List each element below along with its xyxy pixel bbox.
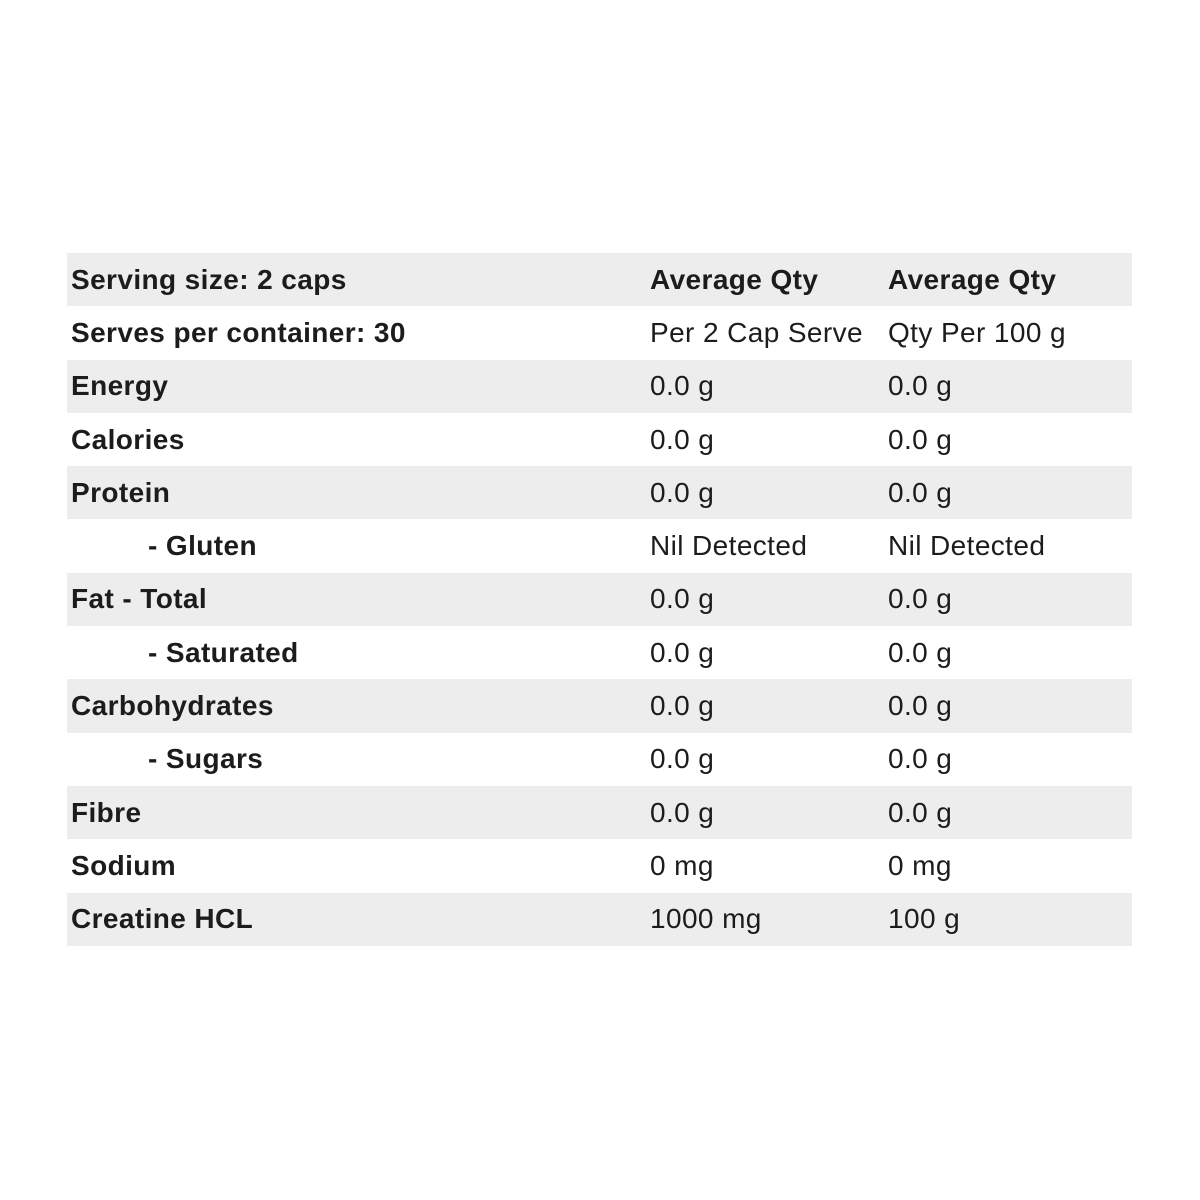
row-label: Sodium xyxy=(71,849,177,881)
table-row-fat-saturated: - Saturated 0.0 g 0.0 g xyxy=(67,626,1132,680)
value-per-serve: 0.0 g xyxy=(650,743,715,775)
value-per-100g: 0.0 g xyxy=(888,370,953,402)
table-body: Energy 0.0 g 0.0 g Calories 0.0 g 0.0 g … xyxy=(67,359,1132,946)
value-per-100g: 0.0 g xyxy=(888,743,953,775)
value-per-100g: 0 mg xyxy=(888,849,952,881)
value-per-serve: 0.0 g xyxy=(650,423,715,455)
value-per-serve: 0.0 g xyxy=(650,583,715,615)
table-row-carbohydrates: Carbohydrates 0.0 g 0.0 g xyxy=(67,679,1132,733)
value-per-100g: 0.0 g xyxy=(888,796,953,828)
per-serve-unit-label: Per 2 Cap Serve xyxy=(650,316,863,348)
table-row-calories: Calories 0.0 g 0.0 g xyxy=(67,412,1132,467)
row-label: Creatine HCL xyxy=(71,903,254,935)
table-row-sugars: - Sugars 0.0 g 0.0 g xyxy=(67,732,1132,786)
avg-qty-per-serve-header: Average Qty xyxy=(650,263,819,295)
table-subheader-row: Serves per container: 30 Per 2 Cap Serve… xyxy=(67,306,1132,360)
value-per-100g: 0.0 g xyxy=(888,690,953,722)
value-per-serve: 0.0 g xyxy=(650,690,715,722)
serves-per-container-label: Serves per container: 30 xyxy=(71,316,406,348)
value-per-serve: 0.0 g xyxy=(650,636,715,668)
nutrition-panel: Serving size: 2 caps Average Qty Average… xyxy=(67,253,1132,946)
value-per-100g: 100 g xyxy=(888,903,961,935)
table-row-fat-total: Fat - Total 0.0 g 0.0 g xyxy=(67,572,1132,627)
value-per-serve: 0.0 g xyxy=(650,476,715,508)
row-label: Calories xyxy=(71,423,185,455)
table-row-gluten: - Gluten Nil Detected Nil Detected xyxy=(67,519,1132,573)
avg-qty-per-100g-header: Average Qty xyxy=(888,263,1057,295)
row-label: - Saturated xyxy=(148,636,299,668)
table-row-creatine-hcl: Creatine HCL 1000 mg 100 g xyxy=(67,892,1132,946)
table-row-sodium: Sodium 0 mg 0 mg xyxy=(67,839,1132,893)
row-label: Fat - Total xyxy=(71,583,208,615)
row-label: Carbohydrates xyxy=(71,690,274,722)
value-per-100g: Nil Detected xyxy=(888,530,1046,562)
row-label: Protein xyxy=(71,476,171,508)
per-100g-unit-label: Qty Per 100 g xyxy=(888,316,1066,348)
value-per-serve: 1000 mg xyxy=(650,903,762,935)
row-label: - Gluten xyxy=(148,530,257,562)
value-per-100g: 0.0 g xyxy=(888,636,953,668)
value-per-serve: 0 mg xyxy=(650,849,714,881)
value-per-serve: 0.0 g xyxy=(650,370,715,402)
value-per-100g: 0.0 g xyxy=(888,476,953,508)
table-row-fibre: Fibre 0.0 g 0.0 g xyxy=(67,785,1132,840)
row-label: Fibre xyxy=(71,796,142,828)
table-header-row: Serving size: 2 caps Average Qty Average… xyxy=(67,253,1132,307)
value-per-100g: 0.0 g xyxy=(888,583,953,615)
value-per-serve: 0.0 g xyxy=(650,796,715,828)
row-label: - Sugars xyxy=(148,743,264,775)
serving-size-label: Serving size: 2 caps xyxy=(71,263,347,295)
value-per-serve: Nil Detected xyxy=(650,530,808,562)
table-row-energy: Energy 0.0 g 0.0 g xyxy=(67,359,1132,413)
value-per-100g: 0.0 g xyxy=(888,423,953,455)
table-row-protein: Protein 0.0 g 0.0 g xyxy=(67,466,1132,520)
row-label: Energy xyxy=(71,370,169,402)
